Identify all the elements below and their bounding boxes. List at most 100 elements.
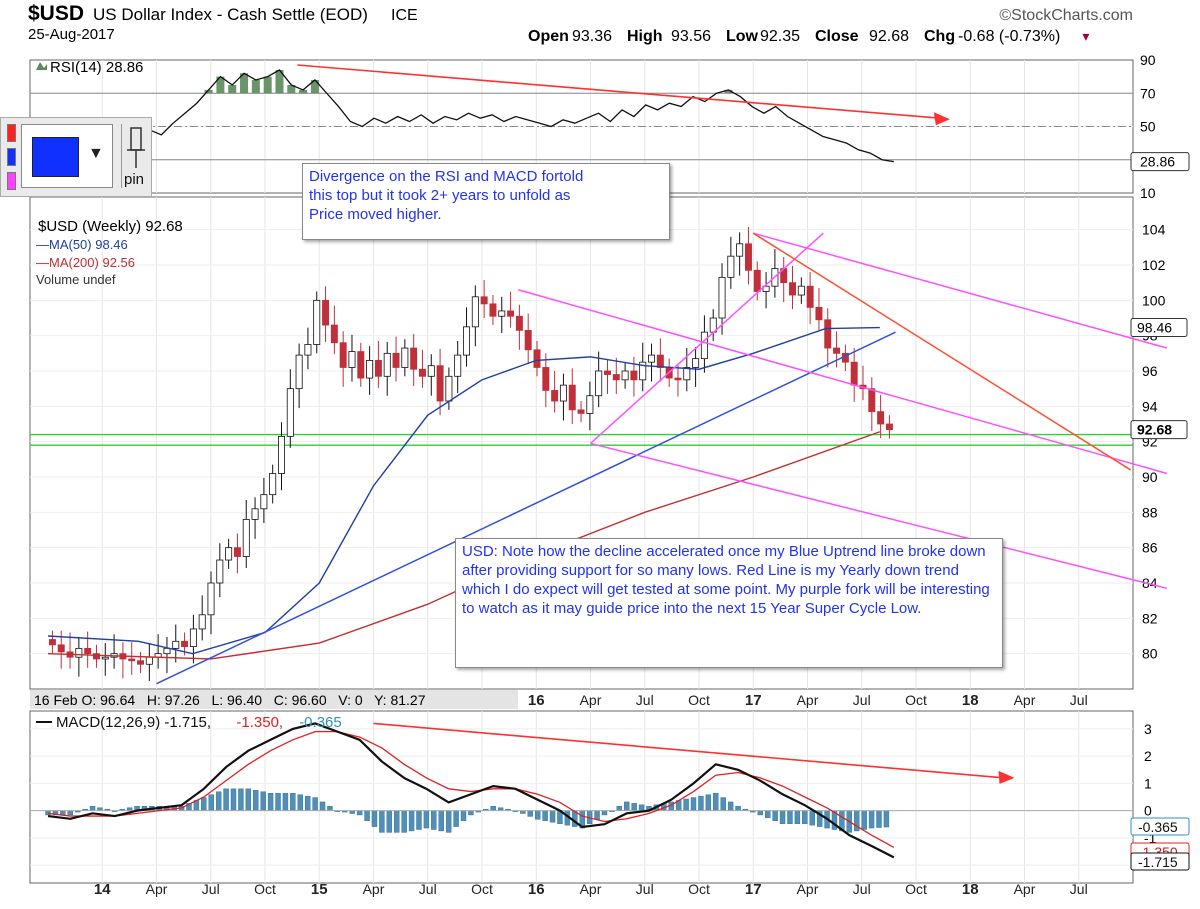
candle-body — [463, 326, 471, 356]
price-ytick-label: 96 — [1142, 363, 1158, 379]
color-picker[interactable]: ▼ — [21, 124, 113, 188]
xtick-label: Oct — [688, 692, 710, 708]
candle-body — [339, 342, 347, 368]
change-down-icon: ▾ — [1082, 28, 1089, 44]
macd-histogram-bar — [260, 791, 266, 811]
candle-body — [551, 390, 559, 402]
candle-body — [225, 547, 233, 561]
macd-histogram-bar — [809, 810, 815, 826]
red-swatch[interactable] — [7, 124, 16, 142]
xtick-label: 14 — [94, 881, 111, 898]
candle-body — [586, 395, 594, 414]
macd-arrow-head — [998, 770, 1015, 784]
candle-body — [692, 358, 700, 368]
ohlc-value-high: 93.56 — [671, 28, 711, 45]
pink-swatch[interactable] — [7, 172, 16, 190]
macd-histogram-bar — [735, 806, 741, 811]
candle-body — [815, 306, 823, 321]
xtick-label: Oct — [905, 881, 927, 897]
macd-legend-item: MACD(12,26,9) -1.715, — [56, 714, 211, 731]
candle-body — [181, 640, 189, 647]
rsi-ytick-label: 90 — [1140, 52, 1156, 68]
price-ytick-label: 102 — [1142, 257, 1166, 273]
candle-body — [833, 347, 841, 354]
info-bar-bg — [30, 690, 518, 709]
macd-histogram-bar — [364, 810, 370, 821]
macd-histogram-bar — [468, 810, 474, 816]
pin-button[interactable]: pin — [121, 124, 150, 188]
brand-label: ©StockCharts.com — [999, 7, 1133, 24]
xtick-label: 18 — [962, 692, 979, 709]
candle-body — [242, 519, 250, 557]
macd-histogram-bar — [208, 794, 214, 811]
macd-histogram-bar — [542, 810, 548, 821]
xtick-label: Apr — [797, 692, 819, 708]
ma50-legend: —MA(50) 98.46 — [36, 237, 128, 252]
candle-body — [656, 354, 664, 368]
price-ytick-label: 90 — [1142, 469, 1158, 485]
rsi-ytick-label: 10 — [1140, 185, 1156, 201]
candle-body — [718, 276, 726, 319]
chart-date: 25-Aug-2017 — [28, 26, 115, 43]
volume-legend: Volume undef — [36, 272, 116, 287]
macd-histogram-bar — [624, 801, 630, 811]
candle-body — [700, 331, 708, 360]
blue-swatch[interactable] — [7, 148, 16, 166]
candle-body — [454, 354, 462, 377]
candle-body — [92, 653, 100, 660]
xtick-label: 17 — [745, 881, 762, 898]
macd-histogram-bar — [267, 792, 274, 811]
xtick-label: Jul — [636, 881, 654, 897]
xtick-label: Oct — [905, 692, 927, 708]
candle-body — [577, 409, 585, 414]
macd-histogram-bar — [416, 810, 422, 830]
candle-body — [392, 352, 400, 368]
macd-histogram-bar — [45, 810, 51, 816]
candle-body — [542, 367, 550, 391]
ohlc-label-close: Close — [815, 28, 859, 45]
macd-histogram-bar — [779, 810, 786, 824]
xtick-label: 18 — [962, 881, 979, 898]
ohlc-value-chg: -0.68 (-0.73%) — [958, 28, 1060, 45]
macd-histogram-bar — [394, 810, 400, 833]
price-legend: $USD (Weekly) 92.68 — [38, 218, 183, 235]
macd-histogram-bar — [371, 810, 378, 827]
candle-body — [374, 359, 382, 377]
macd-histogram-bar — [67, 810, 73, 816]
macd-histogram-bar — [698, 795, 704, 811]
macd-value-label: -0.365 — [1138, 819, 1178, 835]
macd-ytick-label: 0 — [1144, 803, 1152, 819]
price-ytick-label: 82 — [1142, 610, 1158, 626]
macd-histogram-bar — [794, 810, 801, 824]
candle-body — [357, 351, 365, 379]
macd-legend-item: -1.350, — [236, 714, 283, 731]
macd-histogram-bar — [534, 810, 541, 820]
rsi-arrow-head — [933, 112, 950, 126]
macd-histogram-bar — [312, 797, 318, 811]
exchange-label: ICE — [391, 7, 418, 24]
macd-histogram-bar — [594, 810, 600, 820]
rsi-legend-icon — [36, 62, 47, 70]
pin-icon — [127, 127, 145, 168]
macd-ytick-label: 3 — [1144, 721, 1152, 737]
price-ytick-label: 94 — [1142, 398, 1158, 414]
rsi-line — [101, 69, 894, 163]
macd-value-label: -1.715 — [1138, 854, 1178, 870]
rsi-panel: 10 50 70 90 RSI(14) 28.86 28.86 — [30, 52, 1190, 201]
annotation-style-widget[interactable]: ▼ pin — [0, 117, 152, 197]
ohlc-label-low: Low — [726, 28, 759, 45]
macd-histogram-bar — [408, 810, 415, 832]
trend-analysis-note[interactable]: USD: Note how the decline accelerated on… — [455, 538, 1003, 668]
candle-body — [683, 367, 691, 381]
candle-body — [313, 299, 321, 345]
xtick-label: 17 — [745, 692, 762, 709]
candle-body — [595, 370, 603, 397]
macd-line — [47, 722, 895, 859]
candle-body — [824, 319, 832, 349]
macd-histogram-bar — [549, 810, 556, 823]
divergence-note[interactable]: Divergence on the RSI and MACD fortold t… — [302, 163, 670, 240]
chevron-down-icon[interactable]: ▼ — [88, 145, 104, 162]
candle-body — [172, 640, 180, 649]
macd-histogram-bar — [201, 797, 207, 811]
macd-histogram-bar — [282, 792, 289, 811]
